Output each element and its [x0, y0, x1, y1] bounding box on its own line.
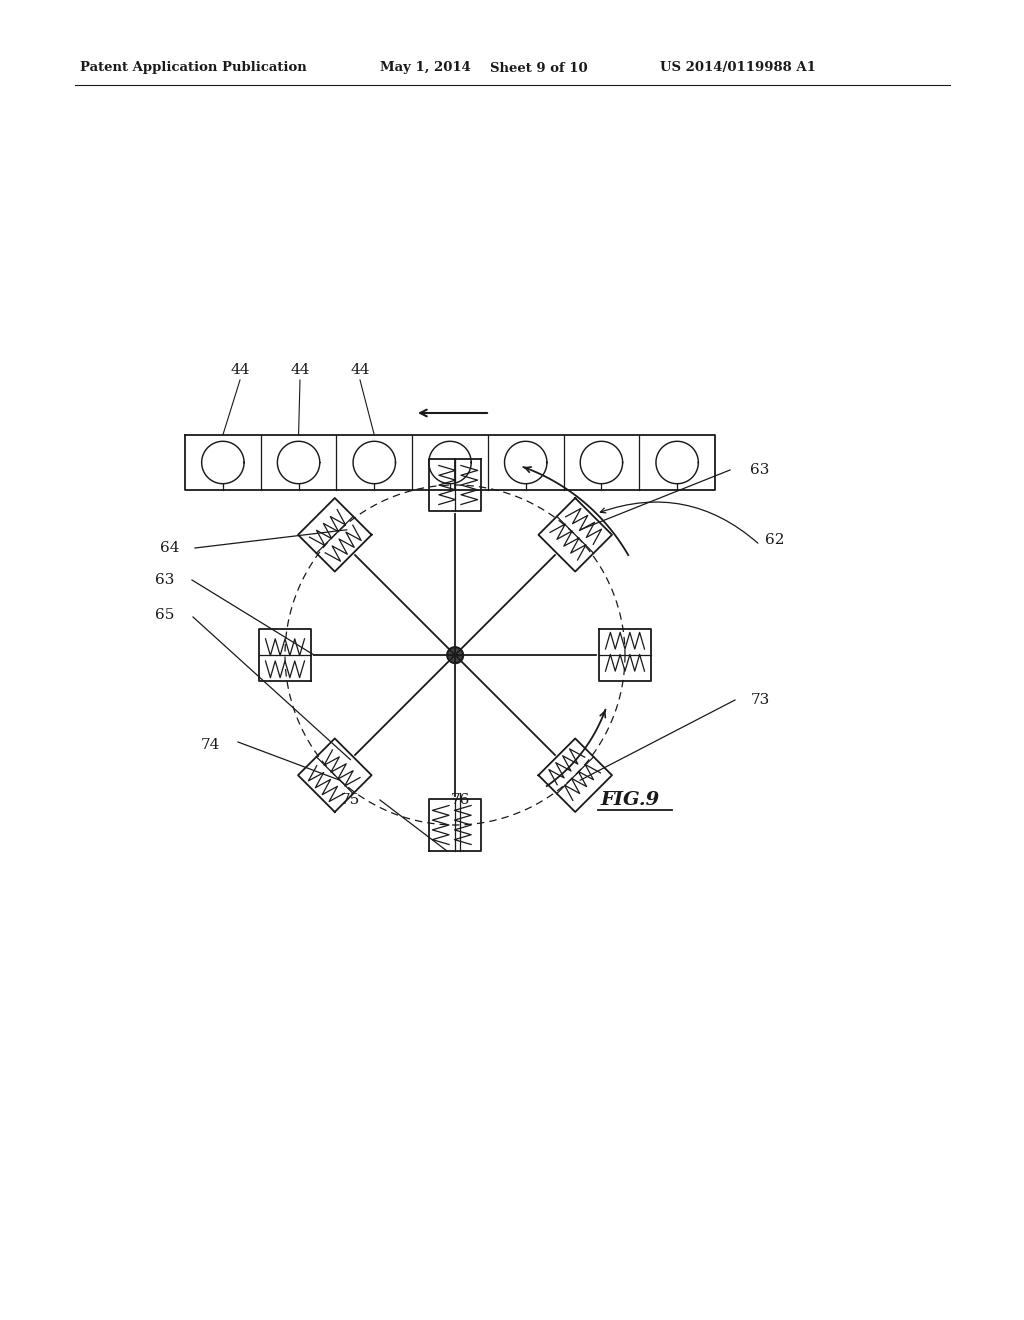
Text: May 1, 2014: May 1, 2014 — [380, 62, 471, 74]
Text: 63: 63 — [156, 573, 175, 587]
Text: Sheet 9 of 10: Sheet 9 of 10 — [490, 62, 588, 74]
Text: 44: 44 — [290, 363, 309, 378]
Text: 64: 64 — [160, 541, 180, 554]
Text: 65: 65 — [156, 609, 175, 622]
Text: 63: 63 — [751, 463, 770, 477]
Text: 44: 44 — [350, 363, 370, 378]
Text: 44: 44 — [230, 363, 250, 378]
Text: Patent Application Publication: Patent Application Publication — [80, 62, 307, 74]
Text: 62: 62 — [765, 533, 784, 546]
Text: FIG.9: FIG.9 — [600, 791, 659, 809]
Text: 74: 74 — [201, 738, 220, 752]
Text: 73: 73 — [751, 693, 770, 708]
Text: 75: 75 — [340, 793, 359, 807]
Text: 76: 76 — [451, 793, 470, 807]
Text: US 2014/0119988 A1: US 2014/0119988 A1 — [660, 62, 816, 74]
